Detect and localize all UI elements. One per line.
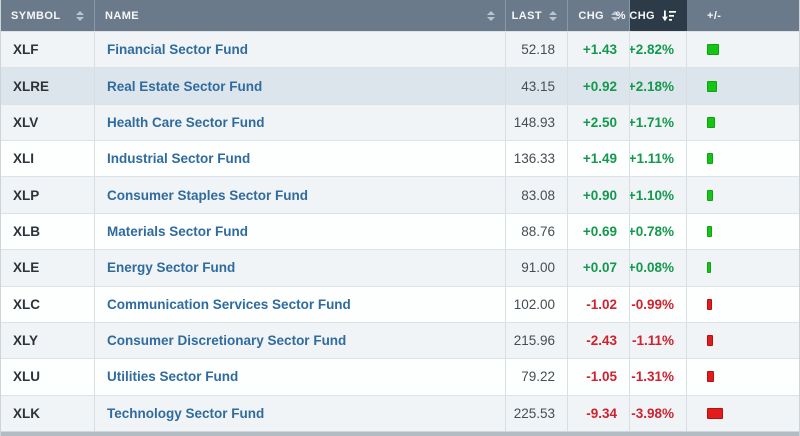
percent-change-cell: +0.08%: [630, 260, 674, 276]
percent-change-cell: +0.78%: [630, 223, 674, 239]
sort-icon: [76, 10, 84, 21]
table-row: XLB Materials Sector Fund 88.76 +0.69 +0.78%: [1, 212, 799, 250]
change-cell: +1.49: [582, 151, 617, 167]
table-row: XLF Financial Sector Fund 52.18 +1.43 +2.82%: [1, 31, 799, 68]
percent-change-cell: +2.18%: [630, 78, 674, 94]
change-bar-up: [707, 189, 713, 201]
table-bottom-edge: [1, 430, 799, 436]
fund-name-link[interactable]: Real Estate Sector Fund: [107, 78, 263, 94]
percent-change-cell: -0.99%: [631, 296, 674, 312]
last-price-cell: 88.76: [521, 223, 555, 239]
change-cell: +0.69: [582, 223, 617, 239]
table-row: XLY Consumer Discretionary Sector Fund 215…: [1, 321, 799, 359]
change-cell: +0.92: [582, 78, 617, 94]
sort-descending-icon: [662, 10, 676, 22]
change-bar-up: [707, 153, 713, 165]
last-price-cell: 102.00: [513, 296, 555, 312]
table-row: XLU Utilities Sector Fund 79.22 -1.05 -1.31%: [1, 358, 799, 395]
symbol-cell: XLY: [13, 333, 39, 349]
change-bar-up: [707, 80, 717, 92]
symbol-cell: XLF: [13, 42, 39, 58]
last-price-cell: 148.93: [513, 114, 555, 130]
sort-icon: [487, 10, 495, 21]
symbol-cell: XLV: [13, 114, 39, 130]
symbol-cell: XLB: [13, 223, 40, 239]
symbol-cell: XLRE: [13, 78, 50, 94]
column-header-pct-chg[interactable]: % CHG: [616, 0, 687, 31]
last-price-cell: 43.15: [521, 78, 555, 94]
change-bar-up: [707, 225, 712, 237]
sort-icon: [549, 10, 557, 21]
change-bar-down: [707, 298, 712, 310]
column-header-name[interactable]: NAME: [95, 0, 506, 31]
column-label-pct-chg: % CHG: [615, 9, 655, 22]
change-cell: +0.90: [582, 187, 617, 203]
change-bar-down: [707, 335, 713, 347]
last-price-cell: 83.08: [521, 187, 555, 203]
fund-name-link[interactable]: Financial Sector Fund: [107, 42, 249, 58]
last-price-cell: 52.18: [521, 42, 555, 58]
column-label-last: LAST: [511, 9, 542, 22]
table-row: XLK Technology Sector Fund 225.53 -9.34 -3.9…: [1, 394, 799, 431]
percent-change-cell: +1.71%: [630, 114, 674, 130]
change-cell: +0.07: [582, 260, 617, 276]
fund-name-link[interactable]: Technology Sector Fund: [107, 405, 265, 421]
column-header-last[interactable]: LAST: [506, 0, 568, 31]
symbol-cell: XLC: [13, 296, 40, 312]
change-bar-down: [707, 371, 714, 383]
last-price-cell: 225.53: [513, 405, 555, 421]
change-bar-up: [707, 44, 719, 56]
change-cell: +2.50: [582, 114, 617, 130]
table-body: XLF Financial Sector Fund 52.18 +1.43 +2.82%…: [1, 31, 799, 431]
change-bar-up: [707, 116, 715, 128]
column-label-symbol: SYMBOL: [11, 9, 61, 22]
percent-change-cell: +1.11%: [630, 151, 674, 167]
percent-change-cell: -3.98%: [631, 405, 674, 421]
fund-name-link[interactable]: Utilities Sector Fund: [107, 369, 239, 385]
fund-name-link[interactable]: Industrial Sector Fund: [107, 151, 251, 167]
fund-name-link[interactable]: Consumer Discretionary Sector Fund: [107, 333, 347, 349]
column-header-bar: +/-: [687, 0, 799, 31]
last-price-cell: 91.00: [521, 260, 555, 276]
percent-change-cell: +1.10%: [630, 187, 674, 203]
symbol-cell: XLE: [13, 260, 40, 276]
change-cell: -2.43: [586, 333, 617, 349]
change-bar-down: [707, 407, 723, 419]
symbol-cell: XLP: [13, 187, 40, 203]
change-cell: +1.43: [582, 42, 617, 58]
change-cell: -1.05: [586, 369, 617, 385]
column-header-symbol[interactable]: SYMBOL: [1, 0, 95, 31]
table-row: XLC Communication Services Sector Fund 102…: [1, 285, 799, 322]
percent-change-cell: -1.31%: [631, 369, 674, 385]
last-price-cell: 215.96: [513, 333, 555, 349]
percent-change-cell: -1.11%: [631, 333, 674, 349]
percent-change-cell: +2.82%: [630, 42, 674, 58]
symbol-cell: XLK: [13, 405, 40, 421]
table-row: XLRE Real Estate Sector Fund 43.15 +0.92 +2.…: [1, 67, 799, 104]
change-cell: -9.34: [586, 405, 617, 421]
fund-name-link[interactable]: Health Care Sector Fund: [107, 114, 265, 130]
table-header: SYMBOL NAME LAST CHG % CHG: [1, 0, 799, 31]
last-price-cell: 136.33: [513, 151, 555, 167]
symbol-cell: XLI: [13, 151, 35, 167]
last-price-cell: 79.22: [521, 369, 555, 385]
fund-name-link[interactable]: Materials Sector Fund: [107, 223, 249, 239]
sort-icon: [611, 10, 619, 21]
column-label-chg: CHG: [578, 9, 604, 22]
fund-name-link[interactable]: Communication Services Sector Fund: [107, 296, 351, 312]
fund-name-link[interactable]: Consumer Staples Sector Fund: [107, 187, 309, 203]
column-label-bar: +/-: [707, 9, 722, 22]
column-label-name: NAME: [105, 9, 139, 22]
change-cell: -1.02: [586, 296, 617, 312]
table-row: XLI Industrial Sector Fund 136.33 +1.49 +1.1…: [1, 140, 799, 177]
table-row: XLE Energy Sector Fund 91.00 +0.07 +0.08%: [1, 249, 799, 286]
table-row: XLP Consumer Staples Sector Fund 83.08 +0.9…: [1, 176, 799, 213]
change-bar-up: [707, 262, 711, 274]
fund-name-link[interactable]: Energy Sector Fund: [107, 260, 236, 276]
table-row: XLV Health Care Sector Fund 148.93 +2.50 +1.…: [1, 103, 799, 141]
column-header-chg[interactable]: CHG: [568, 0, 630, 31]
symbol-cell: XLU: [13, 369, 40, 385]
